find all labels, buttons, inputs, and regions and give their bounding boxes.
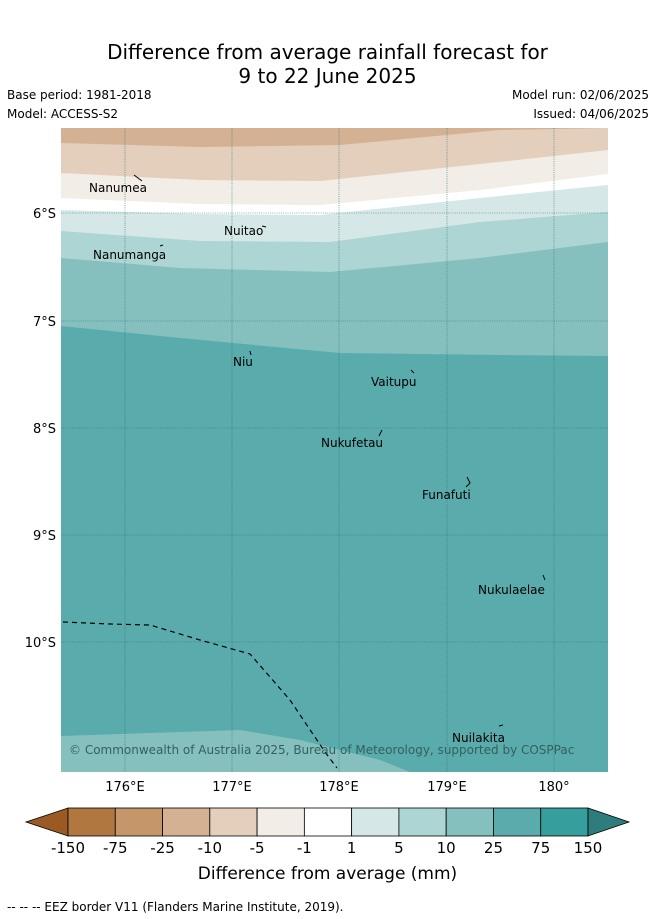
colorbar-tick-label: 25 <box>483 839 503 857</box>
colorbar-bin <box>256 807 305 837</box>
colorbar-bin <box>209 807 258 837</box>
colorbar-tick-label: -150 <box>50 839 86 857</box>
colorbar-tick-label: 150 <box>573 839 603 857</box>
colorbar-bin <box>398 807 447 837</box>
colorbar-bin <box>114 807 163 837</box>
title-line-1: Difference from average rainfall forecas… <box>107 40 548 64</box>
title-line-2: 9 to 22 June 2025 <box>238 64 417 88</box>
colorbar-tick-label: 5 <box>394 839 404 857</box>
colorbar-bin <box>493 807 542 837</box>
model-run: Model run: 02/06/2025 <box>511 88 649 102</box>
colorbar-extend-low <box>24 807 69 837</box>
colorbar-tick-label: -25 <box>150 839 175 857</box>
eez-border-line <box>62 621 338 769</box>
colorbar-tick-label: -5 <box>249 839 265 857</box>
lon-label: 177°E <box>212 780 252 795</box>
place-label: Nanumea <box>89 181 147 195</box>
rainfall-contours <box>61 128 608 772</box>
colorbar-bin <box>67 807 116 837</box>
colorbar-tick-label: -1 <box>296 839 312 857</box>
lon-label: 179°E <box>427 780 467 795</box>
colorbar-tick-label: 10 <box>436 839 456 857</box>
place-label: Nuilakita <box>452 731 505 745</box>
colorbar-bin <box>540 807 589 837</box>
place-label: Niu <box>233 355 253 369</box>
colorbar-title: Difference from average (mm) <box>197 864 458 884</box>
model-name: Model: ACCESS-S2 <box>7 107 119 121</box>
eez-footnote: -- -- -- EEZ border V11 (Flanders Marine… <box>7 900 344 914</box>
colorbar-tick-label: -10 <box>197 839 223 857</box>
colorbar-tick-label: -75 <box>103 839 128 857</box>
place-label: Nanumanga <box>93 248 166 262</box>
colorbar-bin <box>162 807 211 837</box>
lon-label: 178°E <box>319 780 359 795</box>
colorbar-bin <box>303 807 353 837</box>
colorbar <box>24 807 631 837</box>
lat-label: 7°S <box>33 315 56 330</box>
issued-date: Issued: 04/06/2025 <box>533 107 649 121</box>
chart-title: Difference from average rainfall forecas… <box>0 40 655 88</box>
lat-label: 8°S <box>33 422 56 437</box>
place-label: Funafuti <box>422 488 471 502</box>
lat-label: 10°S <box>25 636 56 651</box>
colorbar-tick-label: 1 <box>346 839 357 857</box>
place-label: Nukulaelae <box>478 583 545 597</box>
place-label: Nuitao <box>224 224 263 238</box>
colorbar-bin <box>351 807 400 837</box>
base-period: Base period: 1981-2018 <box>7 88 152 102</box>
colorbar-extend-high <box>587 807 631 837</box>
grid-lines <box>61 128 608 772</box>
lat-label: 9°S <box>33 529 56 544</box>
copyright-notice: © Commonwealth of Australia 2025, Bureau… <box>69 743 574 757</box>
lat-label: 6°S <box>33 207 56 222</box>
place-label: Vaitupu <box>371 375 417 389</box>
lon-label: 180° <box>538 780 569 795</box>
colorbar-bin <box>445 807 494 837</box>
island-outlines <box>133 174 546 727</box>
place-label: Nukufetau <box>321 436 383 450</box>
lon-label: 176°E <box>105 780 145 795</box>
colorbar-tick-label: 75 <box>531 839 551 857</box>
